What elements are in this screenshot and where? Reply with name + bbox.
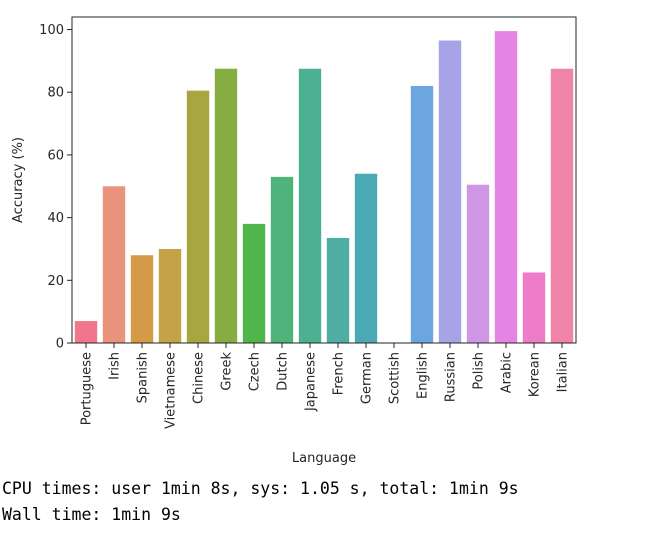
y-axis: 0 20 40 60 80 100	[39, 23, 72, 352]
wall-time-output: Wall time: 1min 9s	[2, 505, 181, 524]
bar-chart: 0 20 40 60 80 100 Portuguese Irish Spanish Vietn…	[11, 16, 577, 466]
plot-frame	[71, 16, 577, 344]
x-axis: Portuguese Irish Spanish Vietnamese Chinese G…	[80, 343, 571, 429]
y-tick-label: 80	[47, 86, 64, 101]
bar-vietnamese	[158, 248, 182, 343]
bar-english	[410, 85, 434, 344]
bar-russian	[438, 40, 462, 343]
bar-greek	[214, 68, 238, 343]
y-tick-label: 20	[47, 274, 64, 289]
bar-german	[354, 173, 378, 343]
bar-polish	[466, 184, 490, 343]
x-tick-label-dutch: Dutch	[276, 352, 291, 391]
x-tick-label-german: German	[360, 352, 375, 404]
cpu-times-output: CPU times: user 1min 8s, sys: 1.05 s, to…	[2, 479, 519, 498]
bar-irish	[102, 186, 126, 343]
bar-dutch	[270, 176, 294, 343]
bar-portuguese	[74, 321, 98, 343]
bar-arabic	[494, 31, 518, 344]
x-axis-title: Language	[292, 451, 356, 466]
x-tick-label-russian: Russian	[444, 352, 459, 402]
y-axis-title: Accuracy (%)	[11, 137, 26, 223]
x-tick-label-scottish: Scottish	[388, 352, 403, 404]
x-tick-label-italian: Italian	[556, 352, 571, 392]
y-tick-label: 100	[39, 23, 64, 38]
x-tick-label-chinese: Chinese	[192, 352, 207, 404]
x-tick-label-spanish: Spanish	[136, 352, 151, 403]
x-tick-label-polish: Polish	[472, 352, 487, 390]
bar-italian	[550, 68, 574, 343]
bar-french	[326, 237, 350, 343]
bar-spanish	[130, 255, 154, 343]
bar-chinese	[186, 90, 210, 343]
x-tick-label-irish: Irish	[108, 352, 123, 380]
x-tick-label-korean: Korean	[528, 352, 543, 397]
x-tick-label-greek: Greek	[220, 352, 235, 391]
bar-czech	[242, 223, 266, 343]
x-tick-label-portuguese: Portuguese	[80, 352, 95, 425]
bars-group	[74, 31, 574, 344]
x-tick-label-arabic: Arabic	[500, 352, 515, 393]
x-tick-label-english: English	[416, 352, 431, 399]
x-tick-label-czech: Czech	[248, 352, 263, 391]
x-tick-label-vietnamese: Vietnamese	[164, 352, 179, 429]
y-tick-label: 60	[47, 148, 64, 163]
x-tick-label-japanese: Japanese	[304, 352, 319, 412]
y-tick-label: 0	[56, 337, 64, 352]
bar-japanese	[298, 68, 322, 343]
y-tick-label: 40	[47, 211, 64, 226]
bar-korean	[522, 272, 546, 343]
x-tick-label-french: French	[332, 352, 347, 395]
